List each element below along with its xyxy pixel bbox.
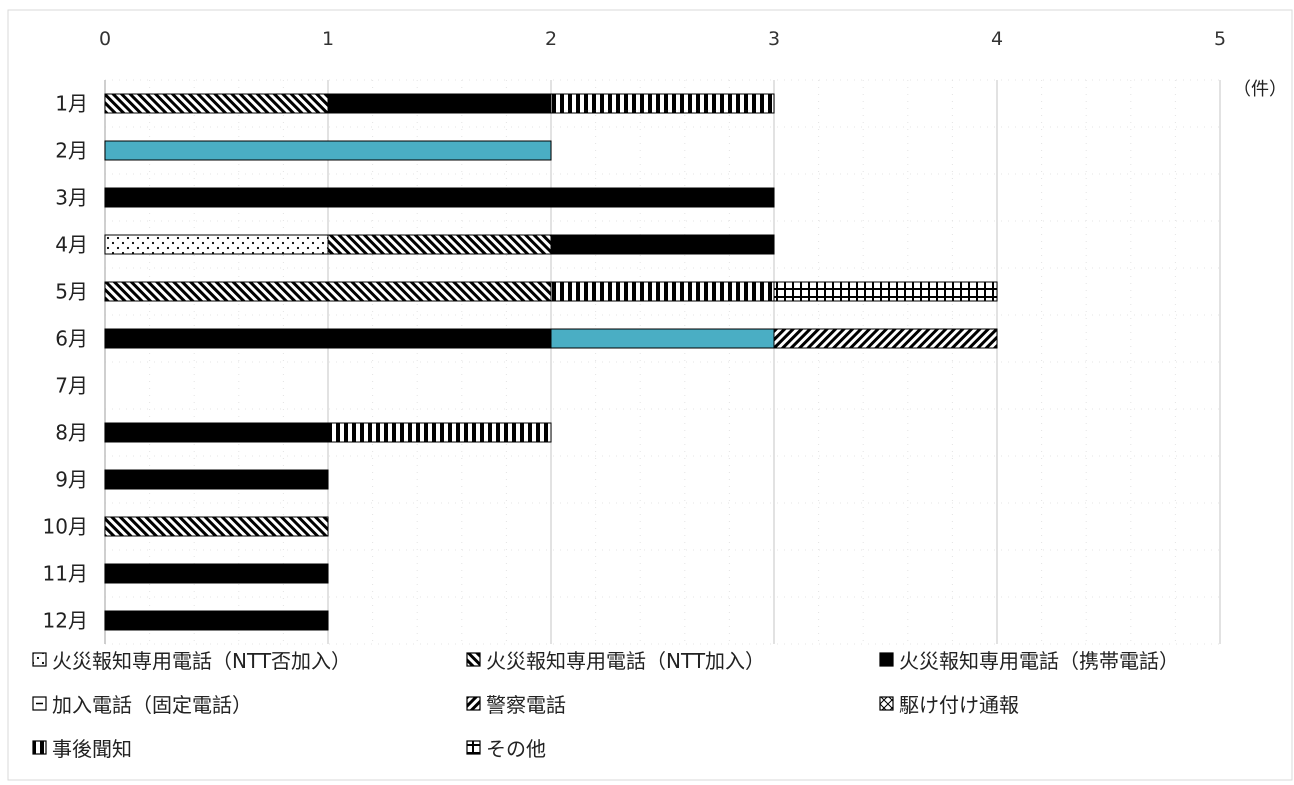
category-label: 10月	[43, 515, 88, 539]
bar-segment	[104, 516, 329, 537]
category-label: 5月	[55, 280, 88, 304]
legend-label: 火災報知専用電話（NTT加入）	[486, 649, 765, 673]
legend-item: 駆け付け通報	[879, 693, 1019, 717]
bar-segment	[550, 93, 775, 114]
x-axis-ticks: 0 1 2 3 4 5	[99, 28, 1226, 50]
legend-label: 火災報知専用電話（携帯電話）	[899, 649, 1179, 673]
chart-border	[7, 9, 1293, 781]
bar-segment	[104, 328, 552, 349]
x-tick-label: 3	[768, 28, 780, 50]
legend-item: 事後聞知	[32, 737, 132, 761]
category-label: 7月	[55, 374, 88, 398]
category-label: 3月	[55, 186, 88, 210]
bar-segment	[104, 234, 329, 255]
bar-segment	[104, 610, 329, 631]
bar-segment	[773, 281, 998, 302]
legend-item: 加入電話（固定電話）	[32, 693, 252, 717]
legend-item: 火災報知専用電話（携帯電話）	[879, 649, 1179, 673]
legend-swatch	[466, 740, 481, 755]
bar-segment	[104, 93, 329, 114]
legend-label: その他	[486, 737, 546, 761]
bar-segment	[104, 469, 329, 490]
bar-segment	[104, 422, 329, 443]
legend-swatch	[879, 652, 894, 667]
x-tick-label: 0	[99, 28, 111, 50]
legend-label: 火災報知専用電話（NTT否加入）	[52, 649, 351, 673]
gridlines	[104, 79, 1221, 645]
unit-label: （件）	[1233, 79, 1287, 100]
legend-swatch	[32, 652, 47, 667]
legend-swatch	[879, 696, 894, 711]
category-label: 8月	[55, 421, 88, 445]
legend-item: その他	[466, 737, 546, 761]
category-label: 4月	[55, 233, 88, 257]
bar-segment	[327, 422, 552, 443]
bar-segment	[550, 234, 775, 255]
category-label: 11月	[43, 562, 88, 586]
category-label: 12月	[43, 609, 88, 633]
legend-item: 火災報知専用電話（NTT加入）	[466, 649, 765, 673]
x-tick-label: 2	[545, 28, 557, 50]
legend-swatch	[466, 652, 481, 667]
x-tick-label: 1	[322, 28, 334, 50]
legend-label: 駆け付け通報	[899, 693, 1019, 717]
legend: 火災報知専用電話（NTT否加入） 火災報知専用電話（NTT加入） 火災報知専用電話（…	[32, 649, 1179, 761]
y-axis-categories: 1月 2月 3月 4月 5月 6月 7月 8月 9月 10月 11月 12月	[43, 92, 88, 633]
legend-swatch	[466, 696, 481, 711]
bar-segment	[327, 93, 552, 114]
bar-segment	[104, 187, 775, 208]
legend-label: 加入電話（固定電話）	[52, 693, 252, 717]
bar-segment	[104, 563, 329, 584]
legend-swatch	[32, 740, 47, 755]
bar-segment	[550, 281, 775, 302]
bar-segment	[550, 328, 775, 349]
legend-label: 警察電話	[486, 693, 566, 717]
x-tick-label: 4	[991, 28, 1003, 50]
legend-item: 火災報知専用電話（NTT否加入）	[32, 649, 351, 673]
legend-label: 事後聞知	[52, 737, 132, 761]
bar-segment	[104, 281, 552, 302]
category-label: 1月	[55, 92, 88, 116]
category-label: 2月	[55, 139, 88, 163]
bar-segment	[104, 140, 552, 161]
bar-segment	[327, 234, 552, 255]
bars	[104, 93, 998, 631]
category-label: 6月	[55, 327, 88, 351]
x-tick-label: 5	[1214, 28, 1226, 50]
bar-segment	[773, 328, 998, 349]
legend-item: 警察電話	[466, 693, 566, 717]
category-label: 9月	[55, 468, 88, 492]
